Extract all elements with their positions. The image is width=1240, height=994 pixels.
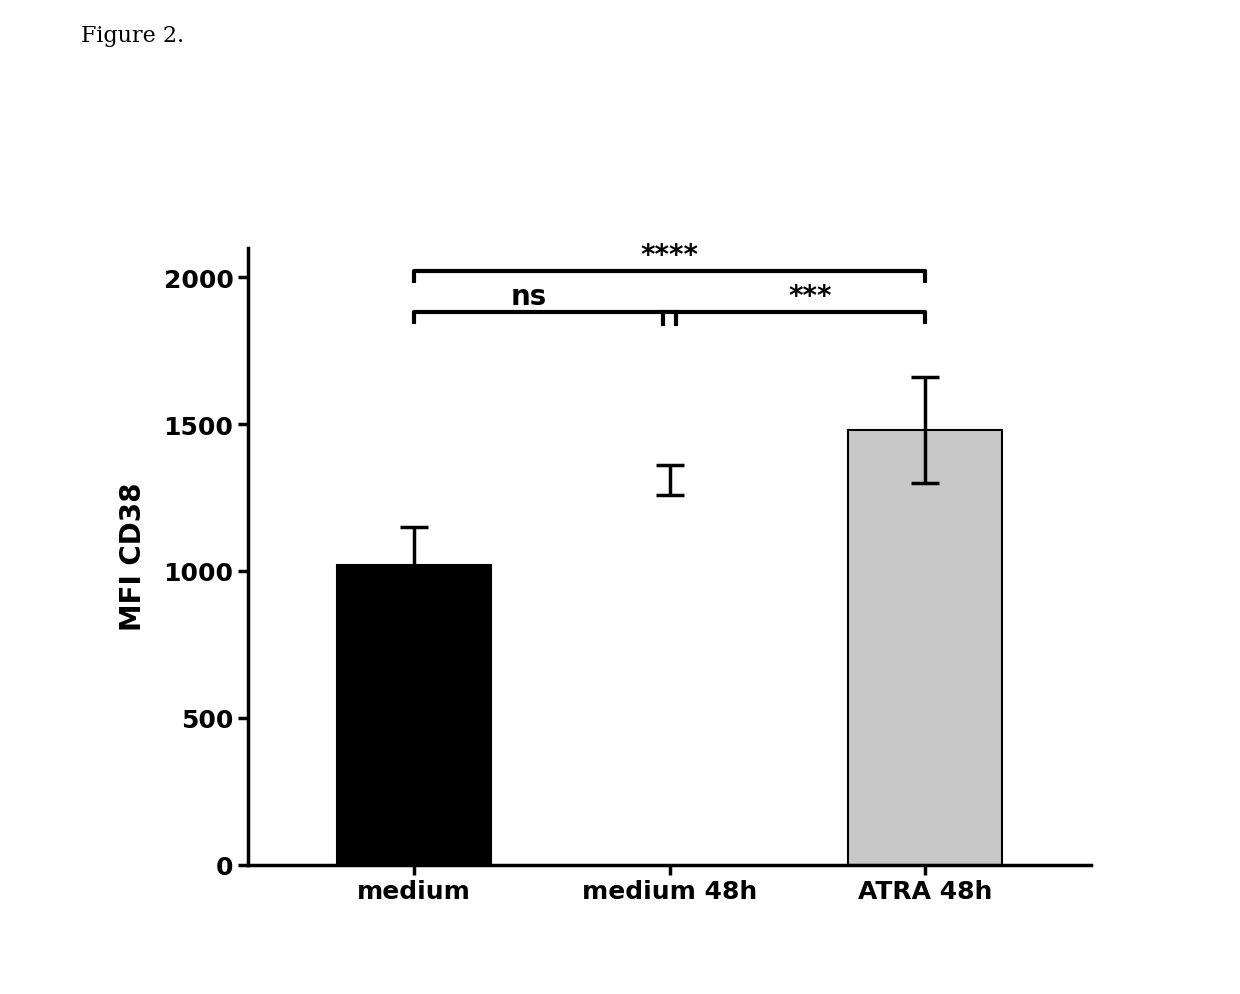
- Text: ***: ***: [789, 282, 832, 311]
- Bar: [337, 566, 491, 865]
- Bar: [848, 430, 1002, 865]
- Text: ****: ****: [641, 242, 698, 269]
- Text: Figure 2.: Figure 2.: [81, 25, 184, 47]
- Text: ns: ns: [511, 282, 547, 311]
- Y-axis label: MFI CD38: MFI CD38: [119, 482, 146, 631]
